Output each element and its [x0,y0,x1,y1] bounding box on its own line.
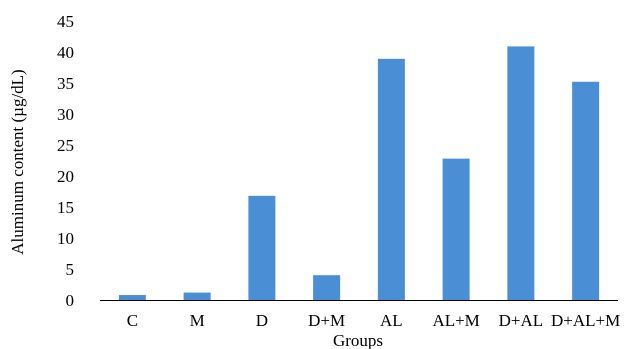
y-tick-label: 0 [66,291,75,310]
bar-al-plus-m [442,158,470,300]
y-tick-label: 10 [57,229,74,248]
x-tick-label: D [256,311,268,330]
y-axis-title: Aluminum content (µg/dL) [8,69,27,254]
x-tick-label: D+M [308,311,345,330]
x-tick-label: D+AL [499,311,544,330]
y-axis-tick-labels: 0 5 10 15 20 25 30 35 40 45 [57,12,74,310]
y-tick-label: 20 [57,167,74,186]
bar-c [118,295,146,300]
x-tick-label: AL [380,311,403,330]
bar-d-plus-m [313,275,341,300]
x-tick-label: C [127,311,138,330]
bar-d-plus-al [507,46,535,300]
y-tick-label: 15 [57,198,74,217]
y-tick-label: 45 [57,12,74,31]
bar-d [248,195,276,300]
y-tick-label: 25 [57,136,74,155]
y-tick-label: 35 [57,74,74,93]
x-tick-label: AL+M [432,311,479,330]
bars [118,46,600,300]
bar-d-plus-al-plus-m [572,81,600,300]
x-tick-label: M [190,311,205,330]
x-axis-title: Groups [333,331,383,349]
x-axis-tick-labels: C M D D+M AL AL+M D+AL D+AL+M [127,311,621,330]
y-tick-label: 30 [57,105,74,124]
bar-m [183,292,211,300]
y-tick-label: 40 [57,43,74,62]
x-tick-label: D+AL+M [551,311,620,330]
y-tick-label: 5 [66,260,75,279]
bar-al [377,58,405,300]
